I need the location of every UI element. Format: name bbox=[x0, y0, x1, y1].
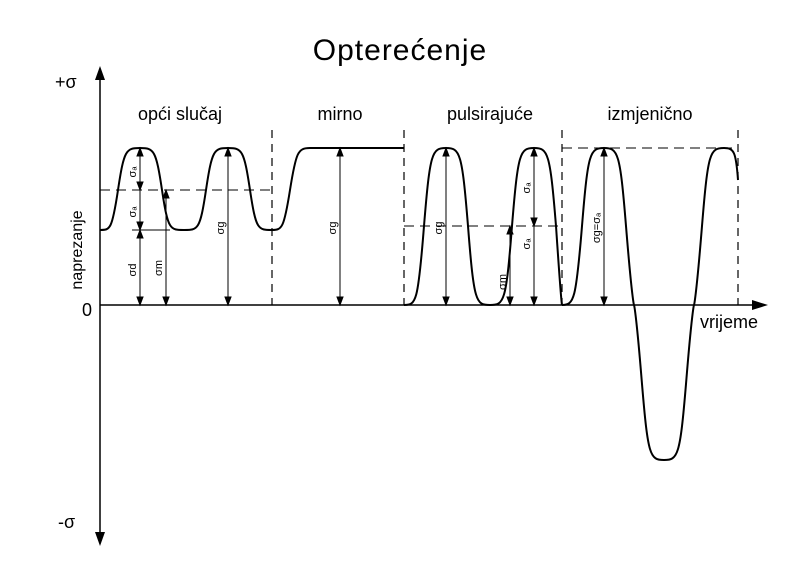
midlines bbox=[100, 148, 738, 226]
x-axis-label: vrijeme bbox=[700, 312, 758, 332]
zero-label: 0 bbox=[82, 300, 92, 320]
section-label-2: mirno bbox=[317, 104, 362, 124]
section-label-3: pulsirajuće bbox=[447, 104, 533, 124]
y-neg-label: -σ bbox=[58, 512, 75, 532]
chart-title: Opterećenje bbox=[313, 34, 487, 67]
label-sm-2: σm bbox=[497, 274, 509, 290]
diagram-svg: Opterećenje +σ -σ 0 vrijeme naprezanje o… bbox=[0, 0, 800, 566]
diagram-canvas: Opterećenje +σ -σ 0 vrijeme naprezanje o… bbox=[0, 0, 800, 566]
wave-opci-slucaj bbox=[100, 148, 272, 230]
label-sg-3: σg bbox=[433, 222, 445, 235]
section-label-4: izmjenično bbox=[607, 104, 692, 124]
x-axis bbox=[100, 300, 768, 310]
label-sd: σd bbox=[127, 264, 139, 277]
label-sm-1: σm bbox=[153, 260, 165, 276]
y-axis bbox=[95, 66, 105, 546]
wave-izmjenicno bbox=[562, 148, 738, 460]
label-sg-2: σg bbox=[327, 222, 339, 235]
section-label-1: opći slučaj bbox=[138, 104, 222, 124]
label-sa-4: σₐ bbox=[521, 238, 533, 250]
wave-mirno bbox=[272, 148, 404, 230]
y-axis-label: naprezanje bbox=[69, 210, 86, 289]
label-sa-1: σₐ bbox=[127, 166, 139, 178]
label-sgsa: σg=σₐ bbox=[591, 212, 603, 243]
y-pos-label: +σ bbox=[55, 72, 77, 92]
label-sa-2: σₐ bbox=[127, 206, 139, 218]
label-sa-3: σₐ bbox=[521, 182, 533, 194]
label-sg-1: σg bbox=[215, 222, 227, 235]
